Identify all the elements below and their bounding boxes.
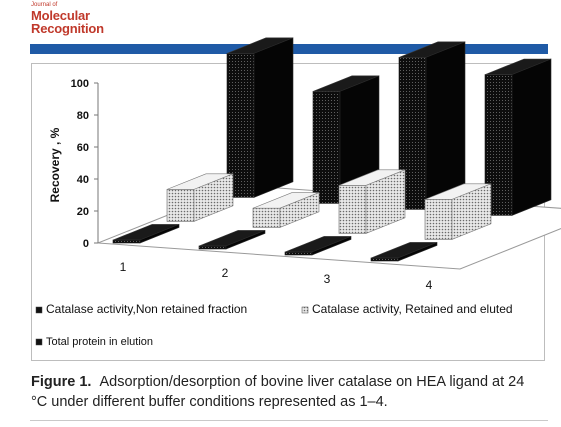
y-tick-label: 100 (71, 78, 89, 90)
caption-text: Adsorption/desorption of bovine liver ca… (31, 374, 524, 410)
figure-caption: Figure 1. Adsorption/desorption of bovin… (31, 372, 541, 412)
bar-3-4 (485, 59, 551, 215)
caption-label: Figure 1. (31, 374, 91, 390)
x-tick-label: 4 (426, 278, 433, 292)
bar-3-1 (227, 38, 293, 198)
legend-label-2: Catalase activity, Retained and eluted (312, 302, 513, 316)
legend-label-3: Total protein in elution (46, 336, 153, 348)
y-tick-label: 0 (83, 238, 89, 250)
legend-swatch-2 (302, 307, 308, 313)
y-tick-label: 40 (77, 174, 89, 186)
legend-swatch-1 (36, 307, 42, 313)
y-tick-label: 20 (77, 206, 89, 218)
bar-3-3 (399, 42, 465, 210)
x-tick-label: 1 (120, 260, 127, 274)
legend-label-1: Catalase activity,Non retained fraction (46, 302, 247, 316)
x-tick-label: 3 (324, 272, 331, 286)
y-tick-label: 60 (77, 142, 89, 154)
x-tick-label: 2 (222, 266, 229, 280)
legend-swatch-3 (36, 339, 42, 345)
bottom-rule (30, 420, 548, 421)
y-tick-label: 80 (77, 110, 89, 122)
y-axis-label: Recovery , % (48, 127, 62, 202)
